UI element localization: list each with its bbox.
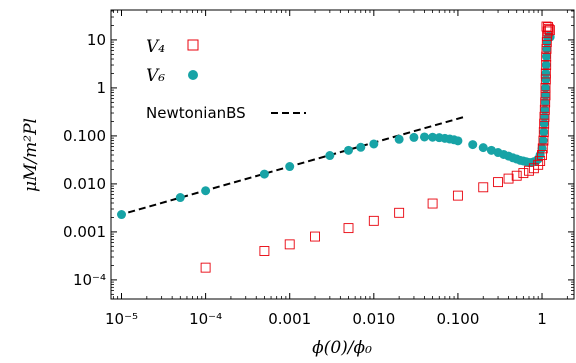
series-v4-point [540, 74, 551, 85]
legend-label-v4: V₄ [146, 37, 165, 57]
series-v4-point [518, 168, 529, 179]
series-v6-point [419, 132, 429, 142]
series-v6-point [394, 134, 404, 144]
series-v4-point [539, 104, 550, 115]
series-v6-point [538, 136, 548, 146]
series-v6-point [541, 60, 551, 70]
series-v4-point [284, 239, 295, 250]
legend-marker-v6 [188, 70, 198, 80]
series-v6-point [343, 145, 353, 155]
x-tick-label: 0.001 [268, 310, 311, 328]
series-v4-point [200, 262, 211, 273]
series-v4-point [310, 231, 320, 242]
x-tick-label: 0.100 [436, 310, 479, 328]
series-v6-point [175, 193, 185, 203]
series-v4-point [540, 68, 551, 79]
x-tick-label: 10⁻⁵ [105, 310, 138, 328]
legend-marker-v4 [187, 39, 199, 51]
x-tick-label: 0.010 [352, 310, 395, 328]
x-axis-label: ϕ(0)/ϕ₀ [312, 338, 372, 358]
series-v6-point [201, 186, 211, 196]
series-v6-point [541, 83, 551, 93]
series-v4-point [541, 21, 552, 32]
series-v6-point [356, 142, 366, 152]
series-v6-point [325, 151, 335, 161]
series-v4-point [537, 143, 548, 154]
series-v6-point [539, 127, 549, 137]
series-v4-point [493, 177, 503, 188]
series-v4-point [540, 82, 551, 93]
series-v4-point [538, 135, 549, 146]
y-tick-label: 0.001 [63, 223, 106, 241]
series-v4-point [503, 173, 514, 184]
series-v4-point [478, 182, 489, 193]
legend: V₄ V₆ NewtonianBS [146, 37, 306, 122]
legend-label-v6: V₆ [146, 66, 165, 86]
y-tick-label: 1 [96, 79, 106, 97]
y-tick-label: 0.010 [63, 175, 106, 193]
series-v4-point [533, 159, 544, 170]
series-v6-point [468, 140, 478, 150]
series-v4-point [543, 22, 554, 33]
series-v4-point [535, 156, 546, 166]
series-v4-point [540, 97, 551, 108]
x-tick-label: 1 [537, 310, 547, 328]
series-v4-point [394, 207, 405, 218]
series-v6-point [478, 143, 488, 153]
series-v4-point [259, 246, 270, 256]
y-tick-label: 10⁻⁴ [73, 271, 106, 289]
series-v4-point [541, 60, 552, 70]
series-v6-point [453, 136, 463, 146]
series-v6-point [428, 132, 438, 142]
series-v4-point [511, 170, 522, 181]
series-v6-point [409, 132, 419, 142]
series-v6-point [541, 68, 551, 78]
series-v4-point [427, 198, 438, 209]
series-v4-point [538, 127, 549, 138]
series-v4-point [368, 215, 379, 226]
series-v6-point [259, 169, 269, 179]
series-v4-point [537, 150, 547, 160]
series-v6-point [545, 32, 555, 42]
series-v4-point [541, 51, 552, 62]
series-v4-point [544, 25, 555, 36]
series-v6-point [117, 210, 127, 220]
series-layer [117, 21, 555, 273]
series-v4-point [541, 43, 552, 54]
series-v6-point [369, 139, 379, 149]
series-v6-point [285, 162, 295, 172]
x-tick-label: 10⁻⁴ [189, 310, 222, 328]
series-v6-point [541, 52, 551, 62]
series-v4-point [452, 190, 463, 201]
y-tick-label: 10 [87, 31, 106, 49]
plot-frame [110, 9, 575, 300]
y-tick-label: 0.100 [63, 127, 106, 145]
series-v4-point [543, 23, 554, 34]
legend-label-newtonianbs: NewtonianBS [146, 104, 246, 122]
series-v4-point [539, 111, 550, 122]
series-v4-point [540, 90, 551, 101]
series-v4-point [343, 223, 354, 234]
series-v4-point [539, 118, 550, 129]
y-axis-label: μM/m²Pl [21, 118, 41, 192]
series-v4-point [541, 37, 552, 48]
